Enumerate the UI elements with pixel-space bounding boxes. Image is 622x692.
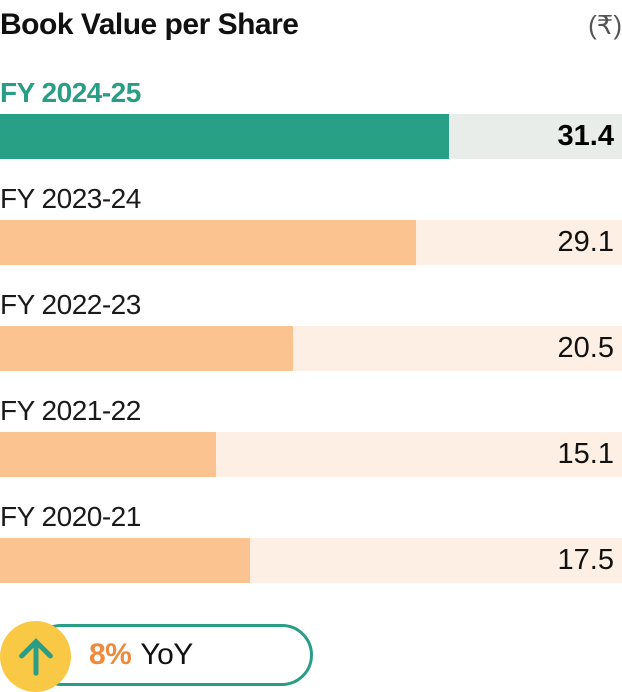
bar-row: FY 2023-24 29.1 (0, 181, 622, 265)
bar-row: FY 2024-25 31.4 (0, 75, 622, 159)
bar-value: 17.5 (557, 544, 614, 576)
bar-value: 20.5 (557, 332, 614, 364)
bar-fill (0, 220, 417, 265)
currency-unit: (₹) (588, 10, 622, 40)
bar-rows: FY 2024-25 31.4 FY 2023-24 29.1 FY 2022-… (0, 75, 622, 583)
bar-label: FY 2021-22 (0, 395, 141, 426)
bar-value: 15.1 (557, 438, 614, 470)
bar-fill (0, 432, 216, 477)
bar-track: 20.5 (0, 326, 622, 371)
yoy-growth-badge: 8% YoY (0, 620, 622, 692)
bar-label: FY 2024-25 (0, 77, 141, 108)
up-arrow-icon (0, 621, 71, 692)
bar-track: 31.4 (0, 114, 622, 159)
bar-label: FY 2022-23 (0, 289, 141, 320)
bar-row: FY 2020-21 17.5 (0, 499, 622, 583)
bar-fill (0, 538, 251, 583)
bar-fill (0, 114, 450, 159)
bar-value: 29.1 (557, 226, 614, 258)
bar-label: FY 2023-24 (0, 183, 141, 214)
bar-label: FY 2020-21 (0, 501, 141, 532)
growth-percent: 8% (89, 638, 132, 671)
yoy-pill: 8% YoY (30, 624, 313, 686)
chart-header: Book Value per Share (₹) (0, 0, 622, 45)
bar-row: FY 2021-22 15.1 (0, 393, 622, 477)
chart-title: Book Value per Share (0, 8, 299, 41)
bar-track: 15.1 (0, 432, 622, 477)
bar-track: 17.5 (0, 538, 622, 583)
bar-value: 31.4 (557, 120, 614, 152)
bar-row: FY 2022-23 20.5 (0, 287, 622, 371)
growth-label: YoY (140, 638, 193, 671)
bar-track: 29.1 (0, 220, 622, 265)
bar-fill (0, 326, 293, 371)
